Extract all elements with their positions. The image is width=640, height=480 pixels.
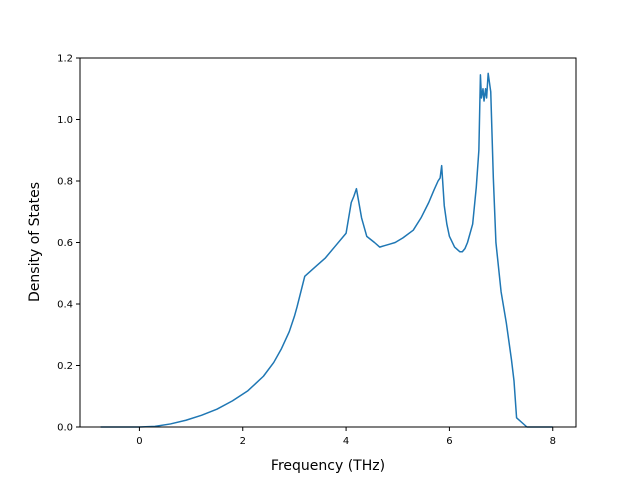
x-axis-label: Frequency (THz) xyxy=(271,458,385,474)
x-tick-label: 0 xyxy=(136,436,142,447)
y-tick-label: 0.8 xyxy=(57,177,73,188)
y-tick-label: 0.4 xyxy=(57,300,73,311)
series-layer xyxy=(100,72,553,428)
y-tick-label: 0.2 xyxy=(57,361,73,372)
series-line-0 xyxy=(100,72,553,428)
x-tick-label: 6 xyxy=(446,436,452,447)
y-tick-label: 1.2 xyxy=(57,54,73,65)
y-axis-ticks: 0.0 0.2 0.4 0.6 0.8 1.0 1.2 xyxy=(57,54,80,434)
plot-frame xyxy=(79,57,577,428)
y-axis-label: Density of States xyxy=(27,182,43,302)
x-axis-ticks: 0 2 4 6 8 xyxy=(136,427,556,447)
plot-area xyxy=(80,58,576,427)
y-tick-label: 0.0 xyxy=(57,423,73,434)
x-tick-label: 4 xyxy=(343,436,349,447)
y-tick-label: 1.0 xyxy=(57,115,73,126)
y-tick-label: 0.6 xyxy=(57,238,73,249)
x-tick-label: 8 xyxy=(550,436,556,447)
x-tick-label: 2 xyxy=(240,436,246,447)
